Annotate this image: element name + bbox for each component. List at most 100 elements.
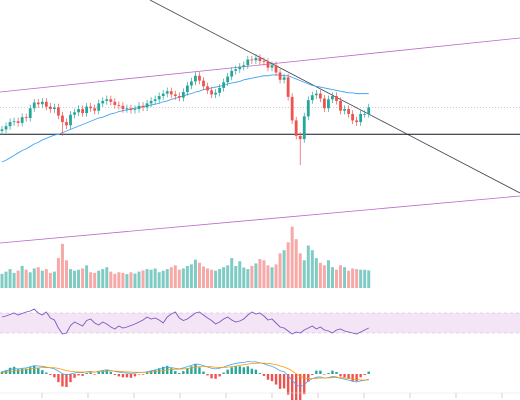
volume-bar [314,258,318,288]
volume-bar [44,269,48,288]
macd-histogram-bar [290,374,294,400]
macd-histogram-bar [81,374,84,376]
volume-bar [185,265,189,288]
candle-body [101,100,105,104]
macd-histogram-bar [315,370,318,374]
volume-bar [85,265,89,288]
candle-body [125,108,129,110]
macd-histogram-bar [0,371,4,374]
candle-body [61,115,64,123]
candle-body [226,76,230,83]
volume-bar [181,268,185,288]
candle-body [351,113,355,121]
macd-histogram-bar [97,372,100,374]
candle-body [266,61,270,68]
candle-body [137,105,141,110]
macd-histogram-bar [230,367,233,374]
candle-body [202,80,205,87]
candle-body [57,107,60,116]
candle-body [355,120,359,123]
volume-bar [343,267,347,288]
macd-histogram-bar [49,374,52,375]
candle-body [44,101,48,107]
candle-body [153,99,157,101]
candle-body [0,129,4,131]
volume-bar [20,265,24,288]
macd-histogram-bar [323,374,326,375]
volume-bar [222,267,226,288]
macd-histogram-bar [266,374,270,380]
candle-body [12,121,16,123]
macd-line [1,361,369,388]
volume-bar [286,242,290,288]
volume-bar [12,272,16,288]
macd-histogram-bar [8,367,12,374]
volume-bar [113,273,117,288]
macd-histogram-bar [133,374,137,377]
volume-bar [40,270,44,288]
upper-channel-line [0,37,520,93]
volume-bar [133,273,137,288]
candle-body [48,106,52,110]
macd-histogram-bar [24,368,28,374]
volume-bar [52,271,56,288]
macd-histogram-bar [347,374,350,379]
candle-body [222,82,226,88]
candle-body [173,94,177,97]
candle-body [343,109,346,111]
macd-histogram-bar [69,374,72,383]
candle-body [238,66,242,70]
candle-body [65,122,68,126]
candle-body [363,113,367,115]
macd-histogram-bar [57,374,60,383]
volume-bar [117,272,121,288]
volume-bar [60,243,64,288]
volume-bar [270,267,274,288]
volume-bar [125,274,129,288]
candle-body [278,72,282,80]
volume-bar [8,269,12,288]
candle-body [214,92,217,95]
macd-histogram-bar [327,373,330,374]
candle-body [149,100,153,104]
macd-histogram-bar [319,370,322,374]
macd-histogram-bar [29,367,32,374]
candle-body [218,87,222,93]
volume-bar [250,265,254,288]
price-pane [0,0,520,244]
candle-body [262,61,266,62]
candle-body [314,93,318,96]
volume-bar [334,269,338,288]
macd-histogram-bar [355,374,358,382]
macd-histogram-bar [41,370,44,374]
volume-bar [173,265,177,288]
candle-body [32,102,36,109]
candle-body [133,109,137,110]
macd-histogram-bar [274,374,278,385]
macd-histogram-bar [113,374,117,375]
volume-bar [165,269,169,288]
macd-histogram-bar [170,368,173,374]
volume-bar [89,272,93,288]
volume-bar [56,258,60,288]
volume-bar [28,272,32,288]
macd-histogram-bar [109,372,113,374]
volume-bar [64,260,68,288]
candle-body [190,81,193,86]
signal-line [1,362,369,381]
volume-bar [93,272,97,288]
macd-histogram-bar [16,369,20,374]
macd-histogram-bar [145,372,149,374]
volume-bar [330,267,334,288]
candle-body [210,90,213,95]
descending-trendline [149,0,520,194]
volume-bar [351,268,355,288]
volume-bar [298,253,302,288]
macd-histogram-bar [226,369,229,374]
candle-body [97,103,101,111]
macd-histogram-bar [359,374,362,378]
candle-body [246,59,250,66]
macd-histogram-bar [12,366,16,374]
candle-body [282,77,286,80]
macd-histogram-bar [254,369,258,374]
